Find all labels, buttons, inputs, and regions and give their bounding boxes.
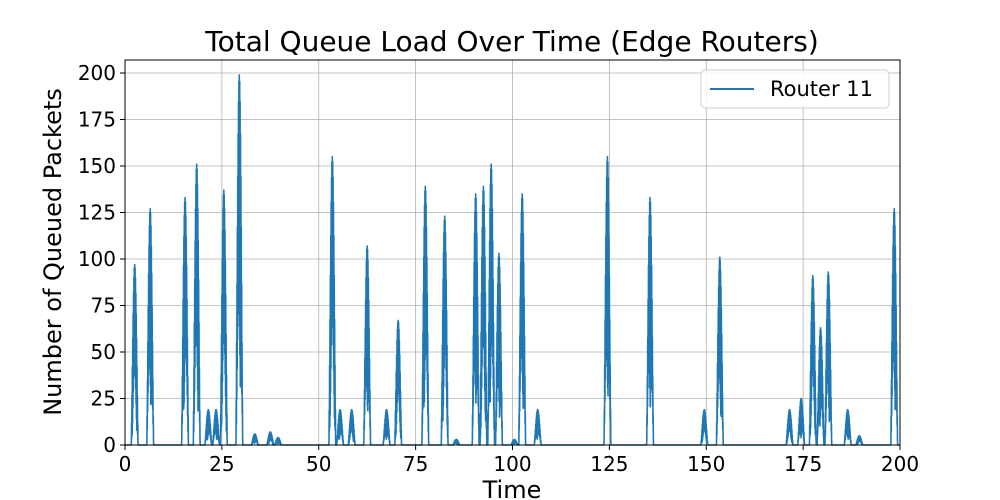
x-tick-label: 0 — [119, 452, 132, 476]
y-tick-label: 150 — [78, 154, 116, 178]
x-tick-label: 200 — [881, 452, 919, 476]
x-tick-label: 150 — [687, 452, 725, 476]
x-tick-label: 50 — [306, 452, 331, 476]
x-tick-label: 125 — [590, 452, 628, 476]
x-tick-label: 100 — [493, 452, 531, 476]
x-tick-label: 25 — [209, 452, 234, 476]
legend-label-router-11: Router 11 — [770, 77, 873, 101]
grid — [124, 60, 901, 446]
y-tick-label: 200 — [78, 61, 116, 85]
x-tick-label: 75 — [403, 452, 428, 476]
y-tick-label: 75 — [91, 294, 116, 318]
x-tick-label: 175 — [784, 452, 822, 476]
y-tick-label: 50 — [91, 340, 116, 364]
y-tick-label: 175 — [78, 108, 116, 132]
y-axis-ticks: 0 25 50 75 100 125 150 175 200 — [78, 61, 125, 457]
chart-title: Total Queue Load Over Time (Edge Routers… — [204, 25, 819, 58]
y-tick-label: 100 — [78, 247, 116, 271]
legend: Router 11 — [700, 69, 890, 109]
y-axis-title: Number of Queued Packets — [39, 88, 67, 416]
y-tick-label: 0 — [103, 433, 116, 457]
x-axis-title: Time — [482, 476, 542, 500]
y-tick-label: 125 — [78, 201, 116, 225]
x-axis-ticks: 0 25 50 75 100 125 150 175 200 — [119, 445, 919, 476]
y-tick-label: 25 — [91, 387, 116, 411]
legend-box — [700, 69, 890, 109]
